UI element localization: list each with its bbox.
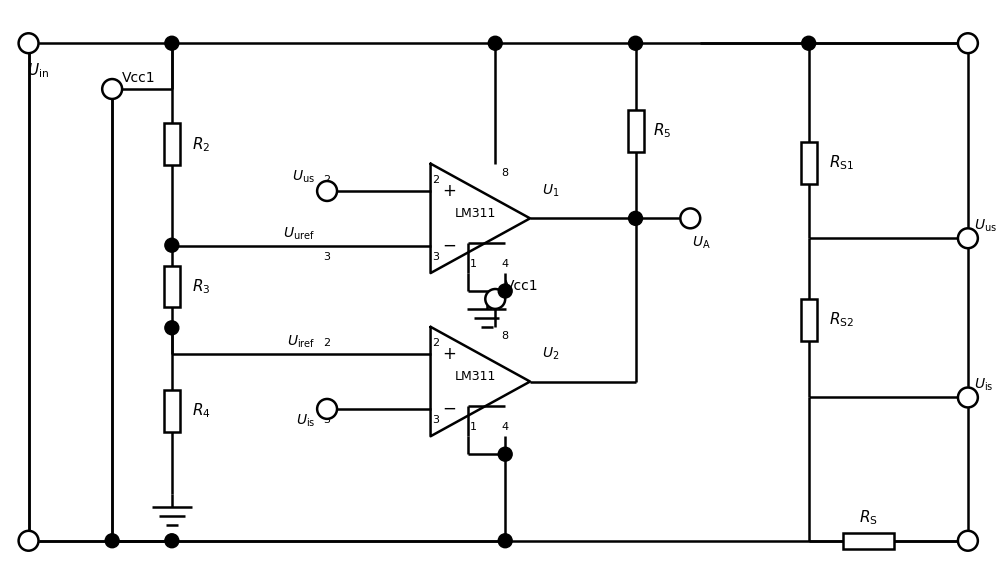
Circle shape xyxy=(105,534,119,548)
Circle shape xyxy=(498,284,512,298)
Circle shape xyxy=(680,208,700,229)
Bar xyxy=(164,266,180,307)
Text: 3: 3 xyxy=(433,252,440,262)
Circle shape xyxy=(488,37,502,50)
Bar xyxy=(801,299,817,340)
Text: Vcc1: Vcc1 xyxy=(122,71,156,85)
Bar xyxy=(164,390,180,432)
Text: 2: 2 xyxy=(433,338,440,348)
Text: 3: 3 xyxy=(433,415,440,425)
Circle shape xyxy=(19,33,39,53)
Text: 2: 2 xyxy=(323,175,330,185)
Text: 4: 4 xyxy=(501,422,508,432)
Circle shape xyxy=(958,531,978,550)
Text: $R_2$: $R_2$ xyxy=(192,135,210,154)
Bar xyxy=(164,124,180,165)
Circle shape xyxy=(317,399,337,419)
Text: $U_{\rm uref}$: $U_{\rm uref}$ xyxy=(283,226,315,242)
Circle shape xyxy=(958,387,978,407)
Text: $U_{\rm A}$: $U_{\rm A}$ xyxy=(692,234,711,251)
Circle shape xyxy=(958,33,978,53)
Bar xyxy=(628,110,644,152)
Circle shape xyxy=(165,321,179,335)
Text: $R_4$: $R_4$ xyxy=(192,401,210,420)
Circle shape xyxy=(165,37,179,50)
Text: 4: 4 xyxy=(501,259,508,269)
Text: $R_5$: $R_5$ xyxy=(653,121,672,140)
Circle shape xyxy=(498,534,512,548)
Text: $R_{\rm S2}$: $R_{\rm S2}$ xyxy=(829,310,854,329)
Text: $U_{\rm in}$: $U_{\rm in}$ xyxy=(27,61,49,80)
Bar xyxy=(801,142,817,183)
Text: 3: 3 xyxy=(323,252,330,262)
Text: +: + xyxy=(443,182,456,200)
Text: $U_{\rm is}$: $U_{\rm is}$ xyxy=(974,377,993,393)
Circle shape xyxy=(802,37,816,50)
Text: 8: 8 xyxy=(501,168,508,177)
Circle shape xyxy=(629,211,643,225)
Text: 2: 2 xyxy=(323,338,330,348)
Text: $U_{\rm us}$: $U_{\rm us}$ xyxy=(974,218,997,234)
Text: +: + xyxy=(443,345,456,363)
Text: LM311: LM311 xyxy=(455,370,496,383)
Text: 1: 1 xyxy=(470,422,477,432)
Text: −: − xyxy=(443,400,456,418)
Text: $U_{\rm us}$: $U_{\rm us}$ xyxy=(292,169,315,185)
Text: $U_{\rm is}$: $U_{\rm is}$ xyxy=(296,413,315,429)
Circle shape xyxy=(629,37,643,50)
Text: Vcc1: Vcc1 xyxy=(505,279,539,293)
Text: $U_1$: $U_1$ xyxy=(542,182,559,199)
Text: 1: 1 xyxy=(470,259,477,269)
Circle shape xyxy=(317,181,337,201)
Circle shape xyxy=(102,79,122,99)
Bar xyxy=(843,533,894,549)
Text: −: − xyxy=(443,237,456,255)
Text: LM311: LM311 xyxy=(455,207,496,220)
Text: $R_{\rm S1}$: $R_{\rm S1}$ xyxy=(829,153,854,172)
Text: 2: 2 xyxy=(433,175,440,185)
Text: 3: 3 xyxy=(323,415,330,425)
Circle shape xyxy=(165,534,179,548)
Circle shape xyxy=(19,531,39,550)
Circle shape xyxy=(165,238,179,252)
Text: $R_3$: $R_3$ xyxy=(192,277,210,296)
Text: $U_2$: $U_2$ xyxy=(542,346,559,362)
Circle shape xyxy=(958,229,978,248)
Text: $R_{\rm S}$: $R_{\rm S}$ xyxy=(859,508,878,527)
Circle shape xyxy=(498,447,512,461)
Text: $U_{\rm iref}$: $U_{\rm iref}$ xyxy=(287,334,315,350)
Circle shape xyxy=(485,289,505,309)
Text: 8: 8 xyxy=(501,331,508,341)
